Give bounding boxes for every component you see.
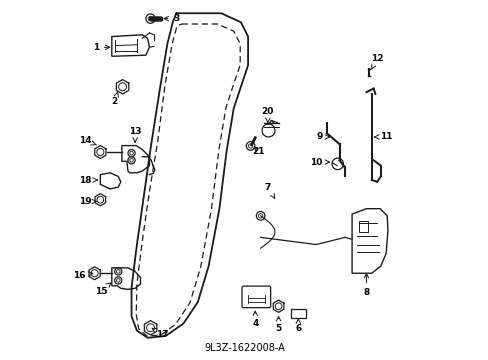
Text: 15: 15 [95, 283, 111, 296]
Text: 19: 19 [79, 197, 97, 206]
Text: 1: 1 [92, 43, 109, 52]
Text: 10: 10 [309, 158, 329, 167]
Text: 5: 5 [275, 316, 281, 333]
Text: 6: 6 [295, 319, 301, 333]
Text: 7: 7 [264, 183, 274, 198]
Text: 20: 20 [261, 107, 273, 122]
Text: 9: 9 [316, 132, 329, 141]
Text: 2: 2 [111, 91, 118, 105]
Text: 9L3Z-1622008-A: 9L3Z-1622008-A [203, 343, 285, 353]
Text: 3: 3 [164, 14, 179, 23]
Text: 13: 13 [129, 127, 141, 142]
Text: 18: 18 [79, 176, 97, 185]
Text: 8: 8 [363, 274, 369, 297]
Text: 12: 12 [370, 54, 383, 69]
Text: 21: 21 [252, 147, 264, 156]
Text: 17: 17 [152, 328, 168, 339]
Text: 16: 16 [73, 270, 93, 279]
Text: 14: 14 [79, 136, 97, 145]
Text: 4: 4 [251, 311, 258, 328]
Text: 11: 11 [373, 132, 391, 141]
